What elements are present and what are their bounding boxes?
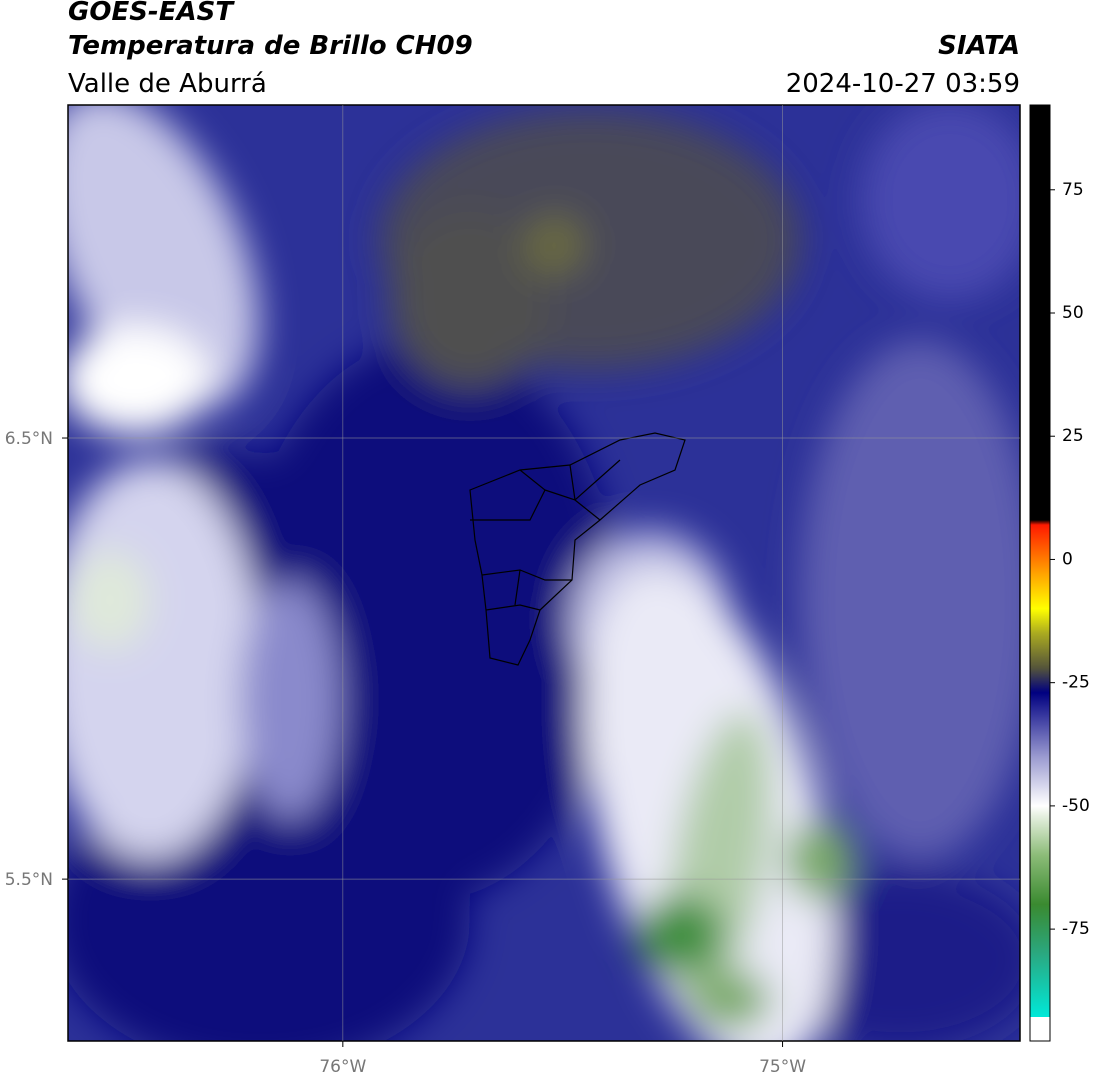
satellite-image: [68, 105, 1020, 1041]
product-title: Temperatura de Brillo CH09: [68, 31, 473, 61]
colorbar-tick-label: -75: [1062, 919, 1090, 939]
colorbar-tick-label: -25: [1062, 673, 1090, 693]
colorbar: [1029, 104, 1051, 1042]
x-tick-label: 75°W: [759, 1057, 806, 1077]
colorbar-tick-label: 50: [1062, 303, 1084, 323]
y-tick-label: 6.5°N: [5, 429, 53, 449]
colorbar-tick-label: 0: [1062, 549, 1073, 569]
source-label: SIATA: [938, 31, 1020, 61]
satellite-title: GOES-EAST: [68, 0, 235, 27]
x-tick-label: 76°W: [319, 1057, 366, 1077]
map-frame: [67, 104, 1021, 1042]
timestamp: 2024-10-27 03:59: [786, 69, 1020, 99]
municipal-boundaries: [469, 432, 686, 666]
region-label: Valle de Aburrá: [68, 69, 267, 99]
colorbar-tick-label: 25: [1062, 426, 1084, 446]
y-tick-label: 5.5°N: [5, 870, 53, 890]
colorbar-tick-label: -50: [1062, 796, 1090, 816]
colorbar-tick-label: 75: [1062, 180, 1084, 200]
